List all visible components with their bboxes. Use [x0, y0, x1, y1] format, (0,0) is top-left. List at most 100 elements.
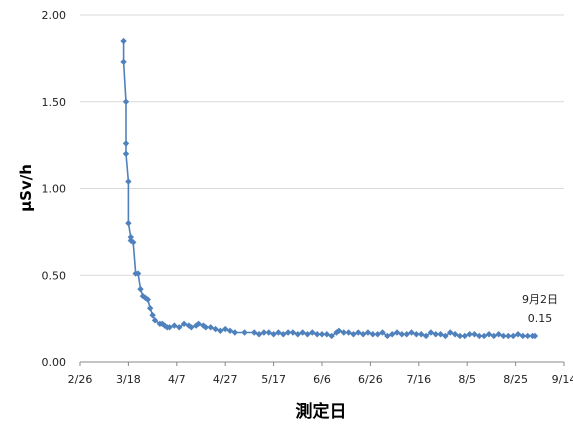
data-point — [222, 325, 229, 333]
data-point — [125, 178, 132, 185]
data-point — [149, 311, 156, 319]
data-point — [275, 329, 282, 336]
x-tick-label: 4/7 — [168, 373, 186, 386]
data-point — [495, 331, 502, 338]
data-point — [437, 331, 444, 338]
data-point — [241, 329, 248, 336]
data-point — [125, 220, 132, 227]
data-point — [359, 331, 367, 338]
x-tick-label: 2/26 — [68, 373, 93, 386]
series-line — [122, 41, 535, 337]
data-point — [195, 320, 202, 328]
data-point — [265, 329, 272, 336]
data-point — [514, 331, 522, 338]
data-point — [442, 332, 449, 340]
data-point — [226, 327, 234, 334]
data-point — [480, 332, 488, 340]
data-point — [328, 332, 335, 340]
data-point — [304, 331, 311, 338]
data-point — [418, 331, 425, 338]
x-tick-label: 7/16 — [406, 373, 431, 386]
y-axis-title: μSv/h — [17, 164, 35, 212]
data-point — [130, 239, 137, 246]
x-tick-label: 8/5 — [458, 373, 476, 386]
x-tick-label: 8/25 — [503, 373, 528, 386]
data-series — [120, 37, 539, 340]
data-point — [369, 331, 377, 338]
data-point — [466, 331, 473, 338]
x-tick-label: 4/27 — [213, 373, 238, 386]
data-point — [202, 324, 210, 331]
data-point — [309, 329, 316, 336]
data-point — [340, 329, 347, 336]
x-axis-ticks: 2/26 3/18 4/7 4/27 5/17 6/6 6/26 7/16 8/5 8/25 9/1… — [68, 362, 573, 386]
data-point — [127, 233, 135, 241]
data-point — [447, 329, 454, 336]
data-point — [509, 332, 517, 340]
data-point — [471, 331, 478, 338]
data-point — [313, 331, 321, 338]
data-point — [270, 331, 277, 338]
y-tick-label: 0.50 — [42, 269, 67, 282]
data-point — [294, 331, 301, 338]
x-tick-label: 9/14 — [552, 373, 573, 386]
data-point — [519, 332, 527, 340]
data-point — [427, 329, 435, 336]
y-axis-ticks: 0.00 0.50 1.00 1.50 2.00 — [42, 9, 67, 369]
data-point — [379, 329, 386, 336]
data-point — [403, 331, 410, 338]
annotation-date: 9月2日 — [522, 293, 558, 306]
data-point — [350, 331, 357, 338]
data-point — [251, 329, 258, 336]
data-point — [432, 331, 439, 338]
data-point — [122, 140, 130, 147]
data-point — [144, 296, 151, 303]
y-tick-label: 1.50 — [42, 96, 67, 109]
x-tick-label: 5/17 — [261, 373, 286, 386]
data-point — [490, 332, 498, 340]
data-point — [217, 327, 224, 334]
x-axis-title: 測定日 — [296, 401, 347, 422]
data-point — [318, 331, 326, 338]
data-point — [207, 324, 214, 331]
data-point — [505, 332, 512, 340]
data-point — [398, 331, 406, 338]
data-point — [388, 331, 396, 338]
data-point — [231, 329, 239, 336]
data-point — [120, 58, 127, 66]
data-point — [122, 98, 130, 105]
y-tick-label: 1.00 — [42, 183, 67, 196]
data-point — [146, 305, 154, 312]
data-point — [284, 329, 292, 336]
data-point — [413, 331, 420, 338]
data-point — [255, 331, 263, 338]
data-point — [456, 332, 464, 340]
y-tick-label: 2.00 — [42, 9, 67, 22]
data-point — [476, 332, 483, 340]
data-point — [500, 332, 507, 340]
data-point — [422, 332, 430, 340]
data-point — [151, 317, 159, 324]
data-point — [122, 150, 130, 157]
data-point — [192, 322, 200, 329]
data-point — [142, 294, 149, 302]
data-point — [355, 329, 362, 336]
data-point — [166, 324, 173, 331]
data-point — [280, 331, 287, 338]
data-point — [171, 322, 178, 329]
data-point — [408, 329, 415, 336]
data-point — [485, 331, 493, 338]
data-point — [374, 331, 381, 338]
data-point — [323, 331, 331, 338]
y-tick-label: 0.00 — [42, 356, 67, 369]
data-point — [531, 332, 539, 340]
data-point — [364, 329, 372, 336]
data-point — [384, 332, 391, 340]
data-point — [461, 332, 468, 340]
data-point — [159, 320, 166, 328]
x-tick-label: 3/18 — [116, 373, 141, 386]
data-point — [120, 37, 127, 45]
data-point — [335, 327, 343, 334]
